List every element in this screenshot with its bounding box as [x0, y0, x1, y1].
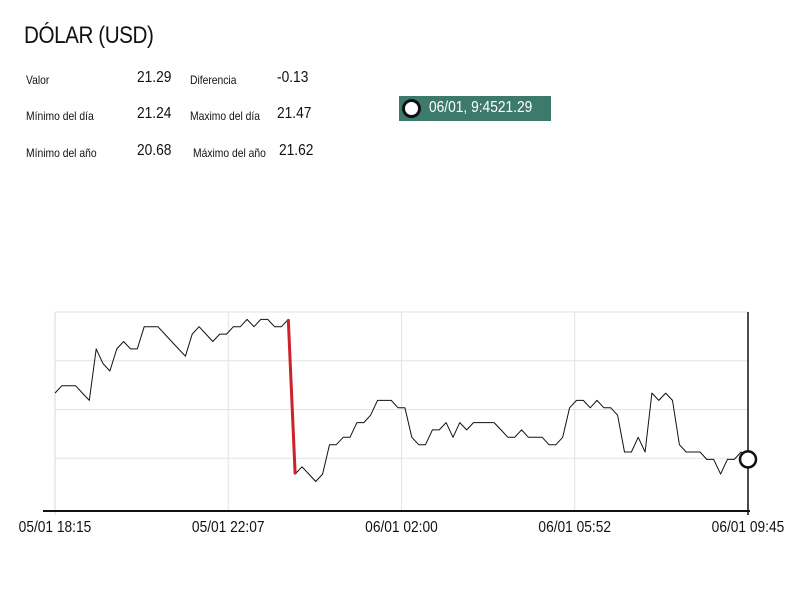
chart-grid	[43, 311, 750, 515]
diferencia-label: Diferencia	[190, 73, 237, 87]
x-tick-label: 06/01 05:52	[538, 518, 611, 536]
x-tick-label: 06/01 09:45	[712, 518, 785, 536]
chart-series	[54, 318, 749, 482]
price-series-line	[54, 318, 749, 482]
tooltip-text: 06/01, 9:4521.29	[429, 99, 533, 116]
valor-label: Valor	[26, 73, 50, 87]
tooltip-dot-icon	[402, 99, 421, 118]
x-tick-label: 06/01 02:00	[365, 518, 438, 536]
hover-marker-group	[738, 312, 758, 515]
hover-point-marker	[738, 450, 758, 469]
hover-tooltip: 06/01, 9:4521.29	[399, 96, 551, 121]
min-dia-value: 21.24	[137, 105, 172, 122]
x-tick-label: 05/01 22:07	[192, 518, 265, 536]
x-tick-label: 05/01 18:15	[19, 518, 92, 536]
max-anio-label: Máximo del año	[193, 146, 266, 160]
max-anio-value: 21.62	[279, 142, 314, 159]
price-drop-highlight	[286, 319, 297, 475]
valor-value: 21.29	[137, 69, 172, 86]
x-axis-ticks: 05/01 18:15 05/01 22:07 06/01 02:00 06/01 0…	[19, 518, 785, 536]
min-anio-label: Mínimo del año	[26, 146, 97, 160]
min-anio-value: 20.68	[137, 142, 172, 159]
page-title: DÓLAR (USD)	[24, 22, 154, 49]
min-dia-label: Mínimo del día	[26, 109, 94, 123]
max-dia-label: Maximo del día	[190, 109, 260, 123]
diferencia-value: -0.13	[277, 69, 309, 86]
max-dia-value: 21.47	[277, 105, 312, 122]
